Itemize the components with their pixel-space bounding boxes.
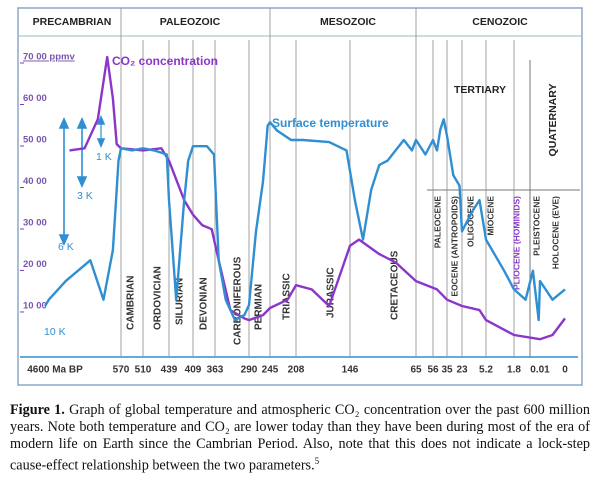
- period-label: PERMIAN: [254, 284, 265, 330]
- y-tick-label: 10 00: [23, 300, 47, 311]
- chart: 4600 Ma BP 570 510 439 409 363 290 245 208 146 65 5…: [17, 7, 583, 386]
- x-tick-label: 23: [456, 365, 468, 376]
- frame: [17, 7, 583, 386]
- era-label: MESOZOIC: [320, 16, 376, 28]
- caption-text: Graph of global temperature and atmosphe…: [10, 402, 590, 474]
- range-arrows: [58, 114, 106, 246]
- y-tick-label: 70 00 ppmv: [23, 52, 75, 63]
- x-tick-label: 5.2: [479, 365, 493, 376]
- period-label: TRIASSIC: [282, 273, 293, 320]
- epoch-label: PALEOCENE: [432, 196, 442, 249]
- epoch-label: MIOCENE: [485, 196, 495, 236]
- x-tick-label: 245: [262, 365, 279, 376]
- x-tick-label: 56: [427, 365, 439, 376]
- period-label: SILURIAN: [175, 278, 186, 325]
- x-tick-label: 510: [135, 365, 152, 376]
- period-label: ORDOVICIAN: [153, 266, 164, 330]
- range-label: 1 K: [96, 151, 112, 163]
- x-tick-label: 208: [288, 365, 305, 376]
- series-label: CO₂ concentration: [112, 54, 218, 68]
- epoch-label: PLIOCENE (HOMINIDS): [511, 196, 521, 290]
- period-label: JURASSIC: [326, 267, 337, 318]
- range-label: 10 K: [44, 326, 66, 338]
- epoch-label: EOCENE (ANTROPOIDS): [449, 196, 459, 297]
- period-label: CRETACEOUS: [390, 250, 401, 320]
- y-tick-label: 60 00: [23, 93, 47, 104]
- subdivision-label: TERTIARY: [454, 84, 506, 96]
- period-label: CAMBRIAN: [126, 276, 137, 330]
- x-tick-label: 146: [342, 365, 359, 376]
- x-tick-label: 4600 Ma BP: [27, 365, 83, 376]
- x-tick-label: 0: [562, 365, 568, 376]
- x-tick-label: 290: [241, 365, 258, 376]
- subdivision-label: QUATERNARY: [547, 84, 559, 157]
- period-label: DEVONIAN: [199, 277, 210, 330]
- range-label: 6 K: [58, 241, 74, 253]
- era-label: PALEOZOIC: [160, 16, 221, 28]
- y-tick-label: 20 00: [23, 259, 47, 270]
- epoch-label: OLIGOCENE: [465, 196, 475, 247]
- series-label: Surface temperature: [272, 116, 389, 130]
- y-tick-label: 40 00: [23, 176, 47, 187]
- caption: Figure 1. Graph of global temperature an…: [10, 402, 590, 475]
- x-tick-label: 35: [441, 365, 453, 376]
- x-tick-label: 65: [410, 365, 422, 376]
- x-tick-label: 0.01: [530, 365, 550, 376]
- x-tick-label: 409: [185, 365, 202, 376]
- footnote-ref: 5: [314, 456, 320, 466]
- x-tick-label: 363: [207, 365, 224, 376]
- epoch-label: PLEISTOCENE: [531, 196, 541, 256]
- range-label: 3 K: [77, 190, 93, 202]
- x-tick-label: 1.8: [507, 365, 521, 376]
- era-label: CENOZOIC: [472, 16, 528, 28]
- series-line: [43, 118, 566, 322]
- period-label: CARBONIFEROUS: [233, 256, 244, 345]
- y-tick-label: 50 00: [23, 135, 47, 146]
- x-tick-label: 439: [161, 365, 178, 376]
- caption-label: Figure 1.: [10, 402, 65, 418]
- x-tick-label: 570: [113, 365, 130, 376]
- era-label: PRECAMBRIAN: [33, 16, 112, 28]
- epoch-label: HOLOCENE (EVE): [550, 196, 560, 269]
- y-tick-label: 30 00: [23, 217, 47, 228]
